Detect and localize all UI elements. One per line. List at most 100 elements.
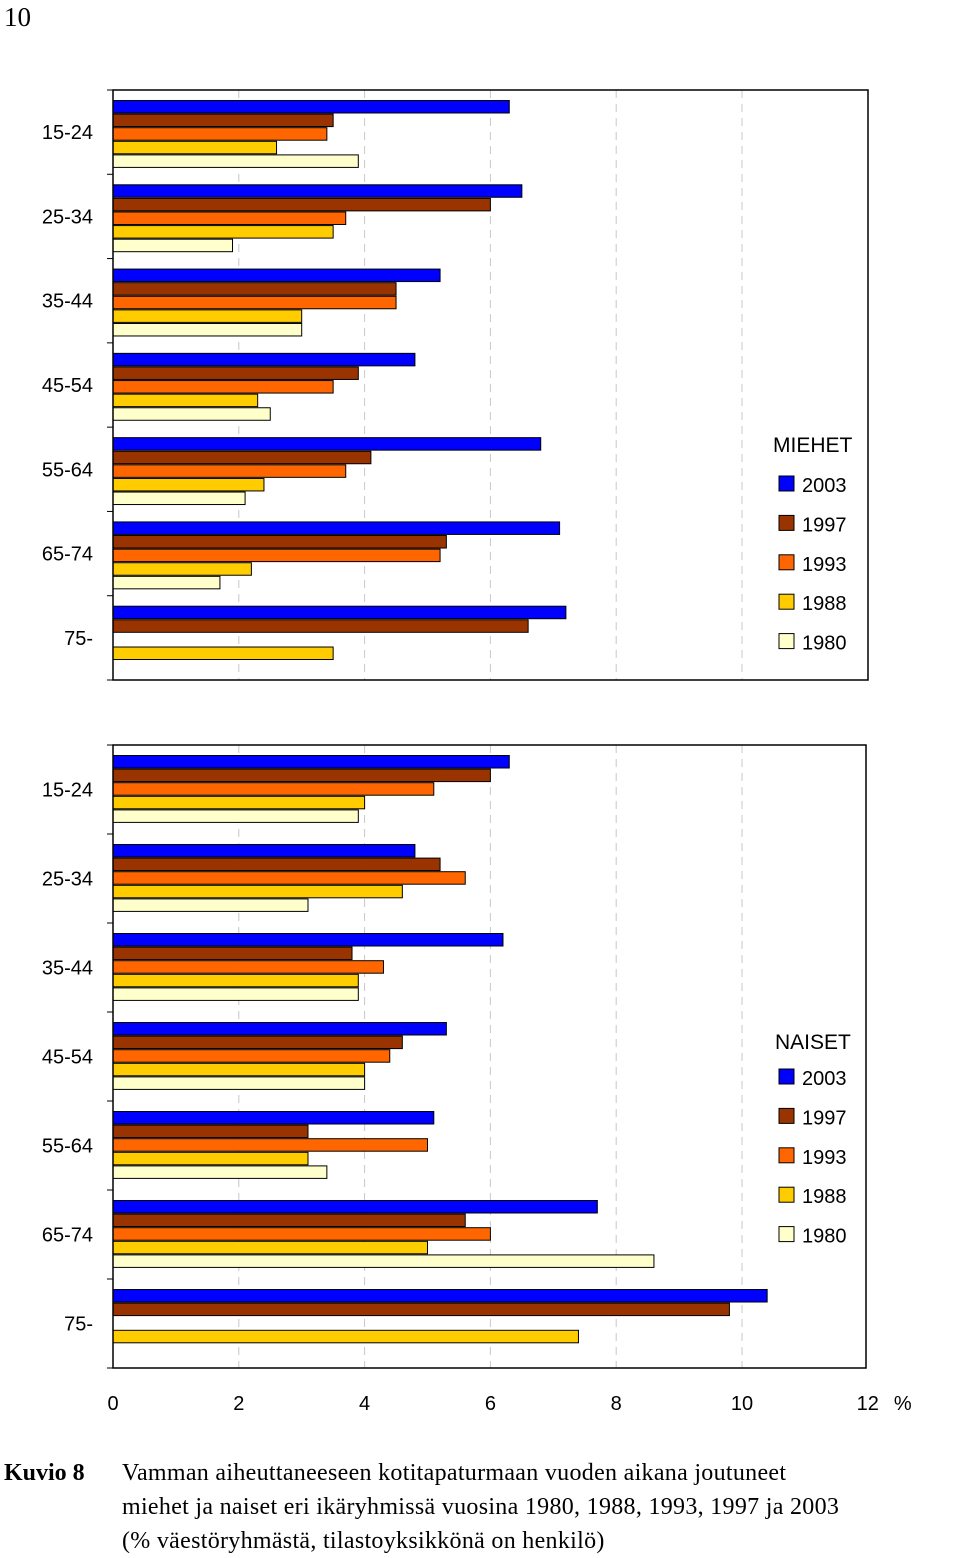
bar-1997-75- [112, 619, 529, 633]
bar-2003-15-24 [112, 100, 510, 114]
legend-label-1993: 1993 [802, 1147, 847, 1169]
bar-2003-25-34 [112, 844, 416, 858]
legend-swatch-1997 [778, 514, 795, 531]
legend-swatch-2003 [778, 1068, 795, 1085]
bar-2003-75- [112, 605, 567, 620]
bar-1993-25-34 [112, 871, 466, 885]
bar-1980-15-24 [112, 809, 359, 823]
plot-border [112, 744, 867, 1369]
bar-1988-45-54 [112, 393, 259, 408]
bar-1988-55-64 [112, 477, 265, 492]
caption-text: Vamman aiheuttaneeseen kotitapaturmaan v… [122, 1456, 960, 1558]
bar-2003-25-34 [112, 184, 523, 198]
bar-1988-25-34 [112, 225, 334, 239]
caption-line: Vamman aiheuttaneeseen kotitapaturmaan v… [122, 1460, 787, 1486]
bar-1988-45-54 [112, 1062, 366, 1077]
bar-1980-45-54 [112, 1076, 366, 1090]
legend-swatch-1988 [778, 1186, 795, 1203]
legend-label-1988: 1988 [802, 593, 847, 615]
category-label: 25-34 [42, 206, 93, 228]
bar-1993-45-54 [112, 1049, 391, 1063]
bar-1993-15-24 [112, 782, 435, 796]
category-label: 25-34 [42, 869, 93, 891]
bar-1993-65-74 [112, 1227, 491, 1241]
bar-1993-25-34 [112, 211, 347, 225]
x-unit-label: % [894, 1393, 912, 1415]
x-tick-label: 8 [611, 1393, 622, 1415]
legend-title: MIEHET [773, 434, 853, 457]
bar-2003-75- [112, 1289, 768, 1303]
legend-label-2003: 2003 [802, 1068, 847, 1090]
bar-1997-55-64 [112, 1124, 309, 1139]
category-label: 15-24 [42, 780, 93, 802]
category-label: 75- [64, 1314, 93, 1336]
x-tick-label: 10 [731, 1393, 753, 1415]
legend-title: NAISET [775, 1031, 851, 1054]
bar-1993-55-64 [112, 464, 347, 478]
caption-line: (% väestöryhmästä, tilastoyksikkönä on h… [122, 1528, 605, 1554]
bar-1997-55-64 [112, 450, 372, 465]
legend-label-1980: 1980 [802, 633, 847, 655]
category-label: 75- [64, 628, 93, 650]
legend-label-2003: 2003 [802, 475, 847, 497]
bar-1997-35-44 [112, 282, 397, 296]
bar-1980-45-54 [112, 407, 271, 421]
bar-2003-35-44 [112, 268, 441, 283]
bar-1988-75- [112, 646, 334, 661]
legend-swatch-2003 [778, 475, 795, 492]
bar-1980-15-24 [112, 154, 359, 168]
bar-1988-15-24 [112, 795, 366, 810]
bar-1997-15-24 [112, 768, 491, 783]
bar-2003-55-64 [112, 1111, 435, 1125]
category-label: 35-44 [42, 291, 93, 313]
bar-2003-65-74 [112, 1200, 598, 1214]
category-label: 45-54 [42, 1047, 93, 1069]
bar-1997-75- [112, 1302, 730, 1317]
legend-label-1993: 1993 [802, 554, 847, 576]
bar-2003-55-64 [112, 437, 542, 451]
bar-2003-15-24 [112, 755, 510, 769]
legend-swatch-1988 [778, 593, 795, 610]
bar-1997-65-74 [112, 1213, 466, 1228]
bar-1997-35-44 [112, 946, 353, 961]
bar-1988-35-44 [112, 309, 303, 323]
bar-1988-65-74 [112, 562, 252, 576]
bar-1988-25-34 [112, 884, 403, 899]
bar-1993-65-74 [112, 548, 441, 563]
category-label: 65-74 [42, 544, 93, 566]
caption-label: Kuvio 8 [4, 1460, 85, 1486]
bar-1980-25-34 [112, 898, 309, 912]
legend-swatch-1993 [778, 554, 795, 571]
bar-1980-25-34 [112, 238, 234, 253]
category-label: 45-54 [42, 375, 93, 397]
bar-1993-15-24 [112, 127, 328, 141]
bar-1993-35-44 [112, 960, 384, 974]
bar-1997-25-34 [112, 857, 441, 872]
category-label: 65-74 [42, 1225, 93, 1247]
bar-1980-35-44 [112, 322, 303, 337]
bar-1997-25-34 [112, 197, 491, 212]
bar-1993-35-44 [112, 295, 397, 310]
legend-swatch-1997 [778, 1107, 795, 1124]
legend-swatch-1993 [778, 1147, 795, 1164]
category-label: 35-44 [42, 958, 93, 980]
category-label: 55-64 [42, 459, 93, 481]
bar-1997-45-54 [112, 366, 359, 380]
bar-1980-65-74 [112, 575, 221, 590]
bar-1980-35-44 [112, 987, 359, 1001]
bar-1997-15-24 [112, 113, 334, 128]
legend-label-1997: 1997 [802, 1107, 847, 1129]
bar-1997-45-54 [112, 1035, 403, 1050]
bar-1980-55-64 [112, 491, 246, 506]
bar-2003-35-44 [112, 933, 504, 947]
page-number: 10 [4, 2, 31, 32]
legend-swatch-1980 [778, 1226, 795, 1243]
x-tick-label: 6 [485, 1393, 496, 1415]
bar-1988-55-64 [112, 1151, 309, 1166]
legend-swatch-1980 [778, 633, 795, 650]
legend-label-1997: 1997 [802, 514, 847, 536]
legend-label-1988: 1988 [802, 1186, 847, 1208]
bar-1988-65-74 [112, 1240, 428, 1255]
plot-border [112, 89, 869, 681]
x-tick-label: 0 [107, 1393, 118, 1415]
